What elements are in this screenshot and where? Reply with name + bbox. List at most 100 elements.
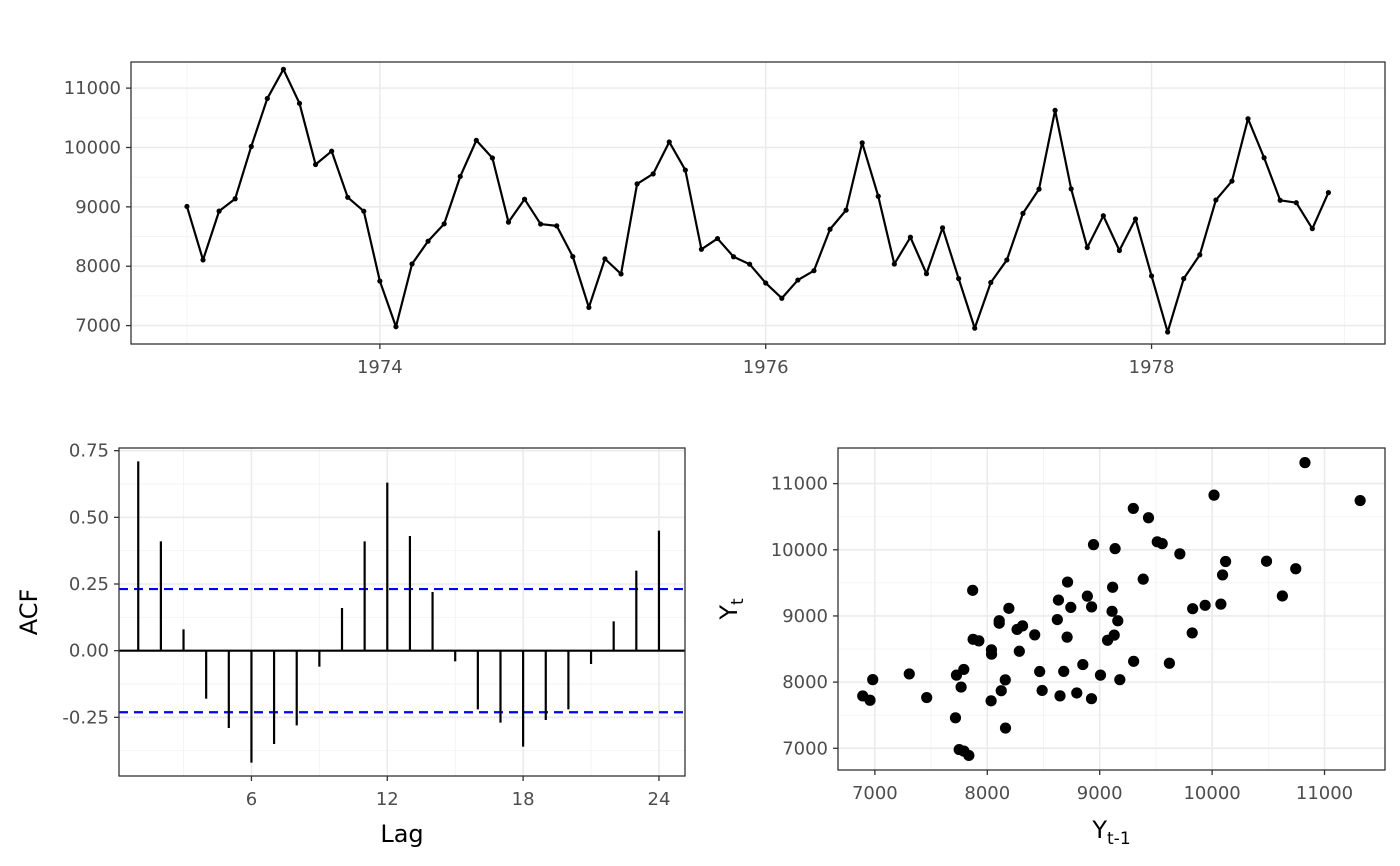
data-point [859,140,865,146]
data-point [682,167,688,173]
scatter-point [921,691,933,704]
panel-border [118,447,686,777]
scatter-point [1086,601,1098,613]
x-axis-title: Lag [380,820,423,848]
x-tick-label: 7000 [852,783,898,804]
data-point [972,325,978,331]
data-point [747,261,753,267]
scatter-point [1156,538,1168,550]
scatter-point [1354,494,1366,507]
y-tick-label: 0.25 [69,574,109,595]
scatter-point [1163,657,1175,669]
scatter-point [1061,576,1074,588]
scatter-point [1260,555,1273,567]
scatter-point [999,674,1011,686]
scatter-point [867,674,879,686]
scatter-point [1137,573,1149,585]
data-point [586,304,592,311]
scatter-point [1216,569,1229,581]
data-point [264,95,270,102]
data-point [441,221,447,227]
y-tick-label: 0.50 [69,507,109,528]
x-tick-label: 10000 [1183,783,1240,804]
panel-border [837,447,1386,771]
data-point [730,254,737,260]
scatter-point [1061,631,1073,643]
data-point [505,219,512,225]
x-tick-label: 12 [376,789,399,810]
data-point [1181,276,1187,282]
data-point [1309,226,1315,232]
x-axis-title: Yt-1 [1091,816,1130,849]
data-point [457,173,463,180]
data-point [248,143,254,150]
x-tick-label: 1978 [1129,357,1175,378]
data-point [538,221,544,227]
data-point [779,295,785,301]
y-tick-label: 8000 [75,256,121,277]
data-point [1068,186,1074,192]
x-axis-title-main: Y [1091,816,1107,844]
data-point [1245,116,1251,122]
y-axis-title-subscript: t [728,598,748,605]
scatter-point [1085,693,1098,705]
scatter-point [949,712,962,724]
data-point [345,194,351,200]
data-point [296,100,303,106]
scatter-point [995,685,1007,697]
y-axis-title: Yt [715,598,748,621]
y-tick-label: 9000 [782,606,828,627]
x-axis-title-subscript: t-1 [1107,829,1131,849]
scatter-point [1215,598,1227,610]
data-point [232,196,238,202]
scatter-point [1107,581,1119,593]
scatter-point [1276,590,1288,602]
data-point [634,181,640,187]
y-tick-label: 11000 [771,474,828,495]
data-point [1100,213,1106,219]
data-point [200,257,206,263]
data-point [312,161,319,168]
data-point [1052,107,1058,113]
scatter-point [1186,627,1198,639]
scatter-point [1052,594,1065,606]
scatter-point [1094,669,1107,681]
x-tick-label: 1976 [743,357,789,378]
y-axis-title-main: Y [715,605,743,621]
data-point [875,193,881,199]
data-point [1197,252,1203,258]
data-point [1004,257,1010,263]
data-point [1261,155,1267,161]
x-tick-label: 1974 [357,357,403,378]
scatter-point [958,663,970,676]
y-axis-title: ACF [15,589,43,636]
panel-border [130,61,1386,345]
scatter-point [1114,674,1126,686]
data-point [184,203,190,210]
data-point [618,271,624,277]
scatter-point [1003,602,1015,614]
scatter-point [1128,655,1140,667]
lag-scatter-panel: 7000 8000 9000 10000 11000 7000 8000 9000 10000 1… [715,447,1386,849]
data-point [811,268,817,274]
data-point [570,254,576,260]
y-tick-label: 0.00 [69,641,109,662]
data-point [1148,273,1155,279]
y-tick-label: 11000 [64,78,121,99]
y-tick-label: -0.25 [62,707,109,728]
data-point [425,238,431,244]
data-point [409,261,415,267]
data-point [1116,247,1123,254]
series-line [185,68,1330,334]
scatter-point [1058,665,1070,678]
scatter-point [1127,502,1139,515]
x-tick-label: 8000 [964,783,1010,804]
x-tick-label: 24 [648,789,671,810]
data-point [554,223,560,229]
data-point [361,208,367,214]
x-tick-label: 11000 [1296,783,1353,804]
data-point [1020,210,1026,216]
scatter-point [1142,512,1155,524]
y-tick-label: 0.75 [69,441,109,462]
